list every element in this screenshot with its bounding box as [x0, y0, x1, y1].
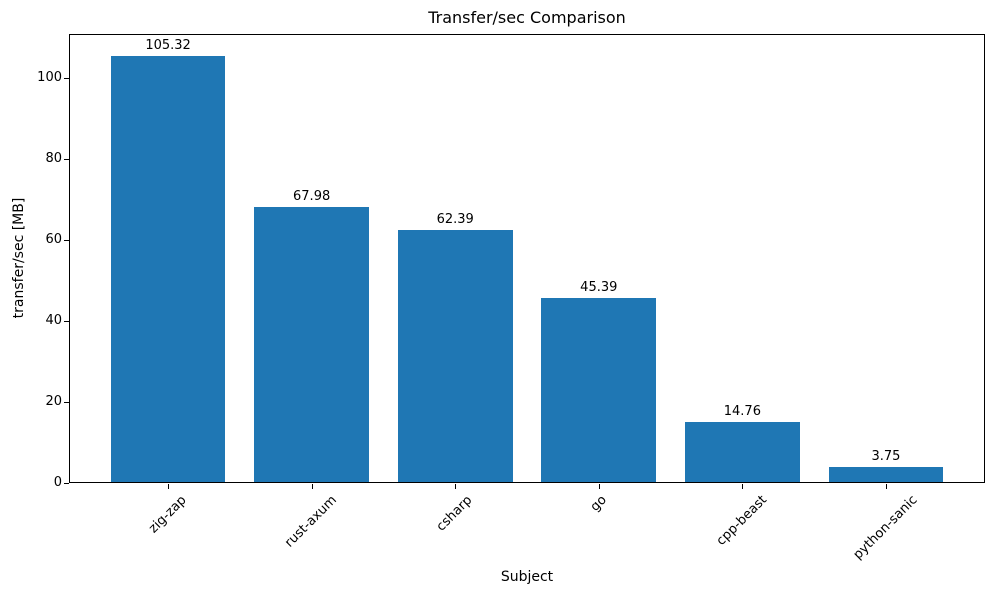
y-tick-mark	[64, 78, 69, 80]
y-tick-mark	[64, 483, 69, 484]
y-tick-label: 100	[37, 70, 62, 86]
y-tick-label: 60	[45, 232, 62, 248]
bar-value-label-python-sanic: 3.75	[871, 448, 901, 464]
x-tick-mark	[742, 484, 744, 489]
plot-area: 105.32 67.98 62.39 45.39 14.76 3.75	[69, 34, 985, 483]
x-tick-label-python-sanic: python-sanic	[850, 493, 921, 563]
x-tick-label-cpp-beast: cpp-beast	[714, 492, 771, 550]
y-axis-label: transfer/sec [MB]	[11, 197, 27, 319]
x-tick-mark	[168, 484, 170, 489]
bar-value-label-zig-zap: 105.32	[145, 37, 191, 53]
y-tick-label: 20	[45, 394, 62, 410]
y-tick-mark	[64, 402, 69, 404]
x-tick-mark	[885, 484, 887, 489]
y-tick-label: 40	[45, 313, 62, 329]
bar-cpp-beast	[684, 422, 800, 482]
x-tick-label-go: go	[587, 492, 610, 515]
y-tick-label: 80	[45, 151, 62, 167]
bar-zig-zap	[110, 55, 226, 482]
x-tick-label-csharp: csharp	[433, 493, 476, 535]
y-tick-label: 0	[53, 475, 62, 490]
bar-value-label-cpp-beast: 14.76	[723, 404, 761, 420]
bar-value-label-go: 45.39	[580, 280, 618, 296]
x-axis-label: Subject	[500, 569, 554, 585]
x-tick-mark	[455, 484, 457, 489]
x-tick-mark	[311, 484, 313, 489]
bar-python-sanic	[828, 466, 944, 482]
y-tick-mark	[64, 240, 69, 242]
bar-csharp	[397, 229, 513, 482]
x-tick-mark	[598, 484, 600, 489]
bar-rust-axum	[254, 207, 370, 482]
bar-go	[541, 298, 657, 482]
x-tick-label-zig-zap: zig-zap	[146, 492, 190, 537]
chart-title: Transfer/sec Comparison	[428, 8, 626, 27]
x-tick-label-rust-axum: rust-axum	[282, 493, 341, 551]
y-tick-mark	[64, 159, 69, 161]
bar-value-label-rust-axum: 67.98	[293, 189, 331, 205]
bar-value-label-csharp: 62.39	[436, 211, 474, 227]
y-tick-mark	[64, 321, 69, 323]
